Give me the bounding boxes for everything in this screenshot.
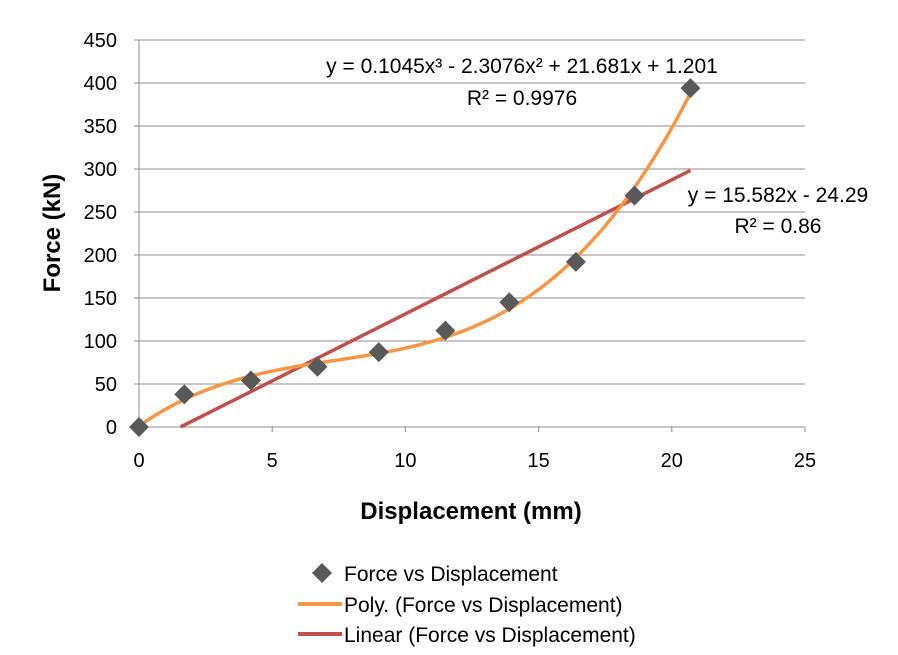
y-tick-150: 150 bbox=[84, 288, 117, 310]
legend: Force vs Displacement Poly. (Force vs Di… bbox=[298, 563, 636, 647]
data-point bbox=[240, 370, 261, 391]
poly-equation-label: y = 0.1045x³ - 2.3076x² + 21.681x + 1.20… bbox=[326, 55, 718, 78]
y-tick-100: 100 bbox=[84, 331, 117, 353]
x-axis-title: Displacement (mm) bbox=[360, 498, 581, 525]
x-tick-25: 25 bbox=[794, 450, 816, 472]
y-tick-350: 350 bbox=[84, 116, 117, 138]
data-points bbox=[129, 78, 701, 437]
data-point bbox=[499, 292, 520, 313]
legend-marker-scatter bbox=[312, 563, 332, 583]
data-point bbox=[368, 342, 389, 363]
y-tick-300: 300 bbox=[84, 159, 117, 181]
y-tick-250: 250 bbox=[84, 202, 117, 224]
gridlines bbox=[139, 39, 805, 385]
x-tick-labels: 0 5 10 15 20 25 bbox=[133, 450, 816, 472]
x-tick-20: 20 bbox=[661, 450, 683, 472]
y-tick-labels: 0 50 100 150 200 250 300 350 400 450 bbox=[84, 30, 117, 439]
legend-label-scatter: Force vs Displacement bbox=[344, 563, 558, 586]
linear-equation-label: y = 15.582x - 24.29 bbox=[688, 184, 868, 207]
data-point bbox=[680, 78, 701, 99]
data-point bbox=[307, 356, 328, 377]
y-tick-200: 200 bbox=[84, 245, 117, 267]
linear-r2-label: R² = 0.86 bbox=[735, 215, 822, 238]
data-point bbox=[565, 251, 586, 272]
y-axis-title: Force (kN) bbox=[39, 174, 66, 293]
y-tick-400: 400 bbox=[84, 73, 117, 95]
data-point bbox=[435, 320, 456, 341]
y-tick-50: 50 bbox=[95, 374, 117, 396]
poly-r2-label: R² = 0.9976 bbox=[467, 87, 577, 110]
x-tick-15: 15 bbox=[527, 450, 549, 472]
legend-label-linear: Linear (Force vs Displacement) bbox=[344, 624, 636, 647]
poly-trendline bbox=[138, 92, 693, 428]
data-point bbox=[174, 384, 195, 405]
linear-trendline bbox=[179, 168, 692, 429]
y-tick-0: 0 bbox=[106, 417, 117, 439]
trendlines bbox=[138, 92, 693, 429]
data-point bbox=[129, 417, 149, 437]
legend-label-poly: Poly. (Force vs Displacement) bbox=[344, 594, 623, 617]
x-tick-5: 5 bbox=[267, 450, 278, 472]
x-tick-0: 0 bbox=[133, 450, 144, 472]
y-tick-450: 450 bbox=[84, 30, 117, 52]
data-point bbox=[624, 185, 645, 206]
x-tick-10: 10 bbox=[394, 450, 416, 472]
